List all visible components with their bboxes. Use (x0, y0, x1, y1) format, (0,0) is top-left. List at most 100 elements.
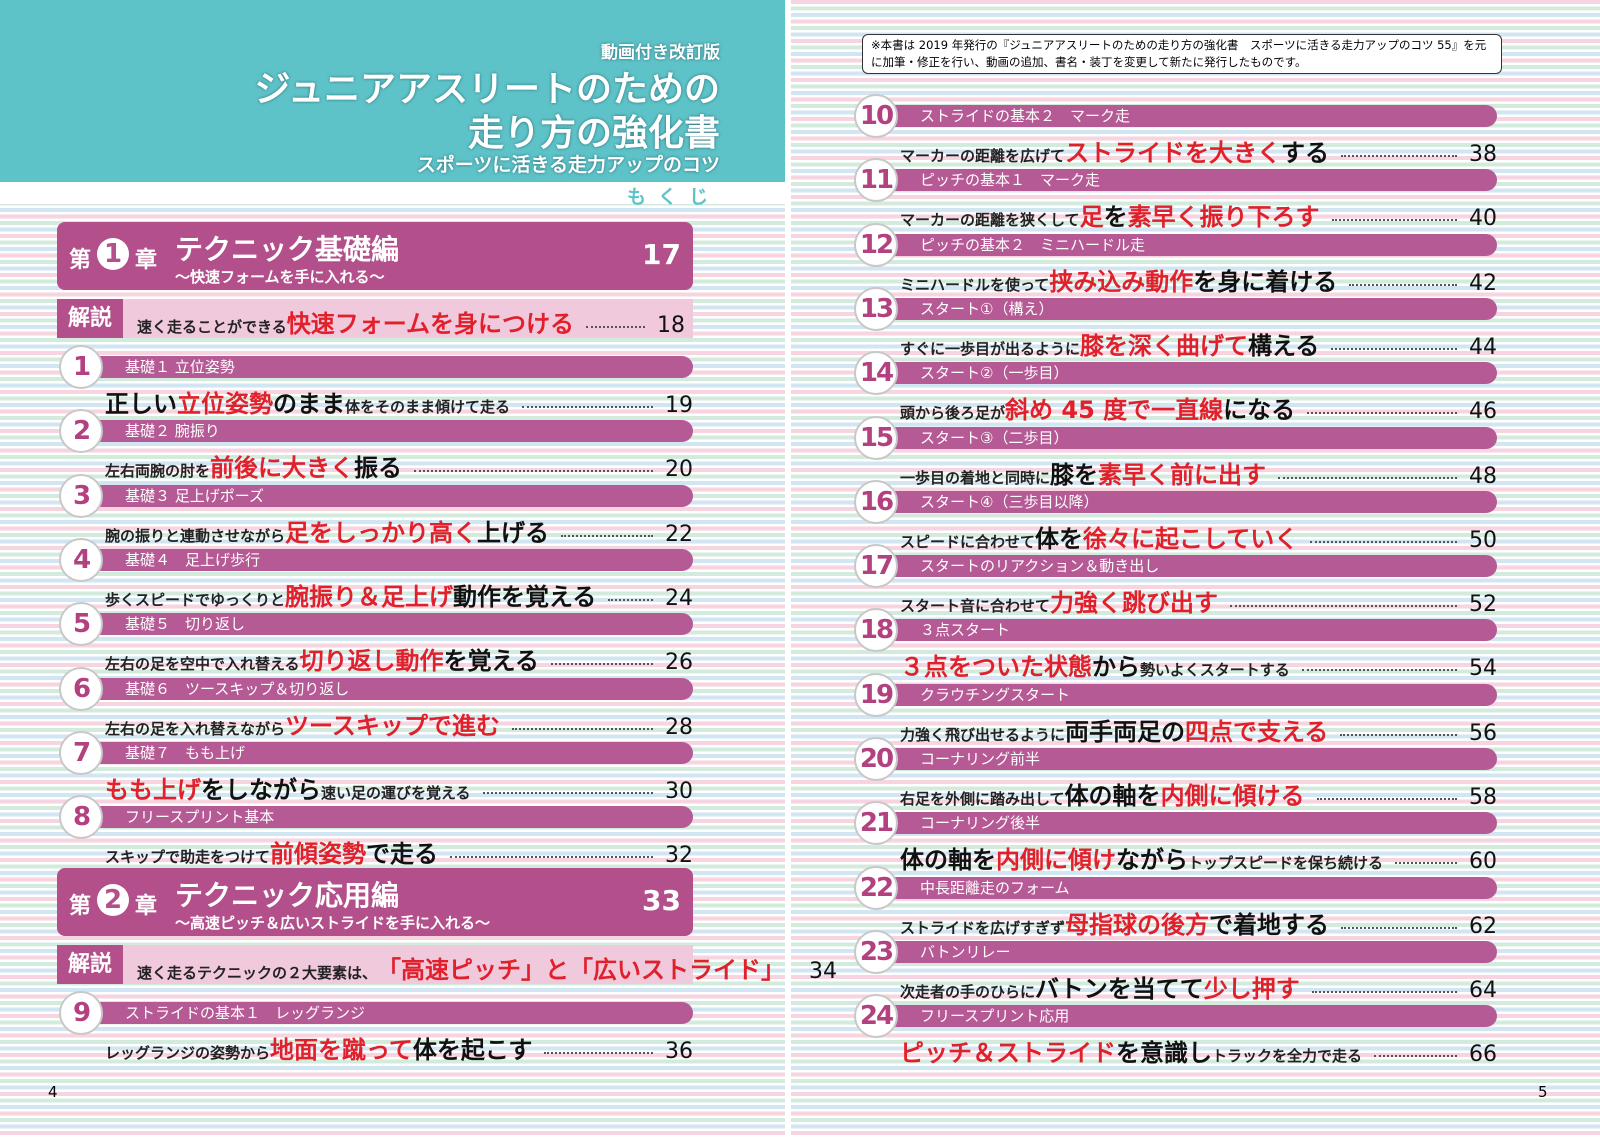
item-line: 体の軸を 内側に傾け ながら トップスピードを保ち続ける 60 (900, 840, 1497, 874)
chapter-suffix: 章 (135, 894, 158, 919)
leader (511, 727, 653, 730)
page-ref: 22 (665, 521, 693, 547)
item-line: 左右の足を入れ替えながら ツースキップで進む 28 (105, 706, 693, 740)
explanation-line: 速く走るテクニックの２大要素は、 「高速ピッチ」と「広いストライド」 34 (137, 950, 837, 984)
item-number: 1 (59, 345, 103, 389)
item-line: ストライドを広げすぎず 母指球の後方 で着地する 62 (900, 905, 1497, 939)
toc-text: ３点をついた状態 (900, 653, 1092, 682)
toc-text: 母指球の後方 (1065, 910, 1210, 939)
item-bar: フリースプリント応用 (870, 1005, 1497, 1028)
toc-text: 地面を蹴って (270, 1036, 413, 1064)
toc-text: 振る (354, 454, 403, 483)
leader (1230, 605, 1457, 608)
item-bar: コーナリング後半 (870, 812, 1497, 835)
item-number: 4 (59, 537, 103, 582)
toc-text: 上げる (477, 518, 550, 547)
page-ref: 42 (1469, 270, 1497, 296)
page-ref: 19 (665, 393, 693, 418)
toc-text: のまま (273, 390, 345, 418)
page-number: 5 (1538, 1083, 1548, 1101)
leader (608, 598, 653, 601)
toc-text: を身に着ける (1193, 267, 1338, 296)
chapter-title: テクニック基礎編 (175, 233, 400, 266)
item-bar: コーナリング前半 (870, 748, 1497, 770)
item-bar: ストライドの基本１ レッグランジ (75, 1002, 693, 1024)
page-ref: 52 (1469, 592, 1497, 618)
title-line-2: 走り方の強化書 (467, 113, 720, 154)
item-bar: ピッチの基本２ ミニハードル走 (870, 233, 1497, 256)
leader (544, 1052, 653, 1054)
toc-text: 力強く飛び出せるように (900, 725, 1066, 744)
toc-text: ミニハードルを使って (900, 275, 1050, 294)
leader (1316, 798, 1457, 800)
toc-text: スキップで助走をつけて (105, 848, 271, 867)
item-bar: 基礎５ 切り返し (75, 613, 693, 636)
toc-text: 体を (1035, 524, 1084, 553)
toc-text: マーカーの距離を広げて (900, 147, 1066, 165)
item-number: 16 (854, 479, 898, 524)
item-number: 15 (854, 415, 898, 460)
leader (450, 856, 653, 859)
toc-text: 挟み込み動作 (1049, 267, 1194, 296)
leader (522, 406, 653, 408)
page-ref: 24 (665, 585, 693, 611)
chapter-box: 第 2 章テクニック応用編 〜高速ピッチ＆広いストライドを手に入れる〜 33 (57, 868, 693, 936)
leader (1331, 219, 1457, 222)
item-number: 19 (854, 672, 898, 717)
toc-text: になる (1223, 396, 1296, 425)
item-bar: ストライドの基本２ マーク走 (870, 105, 1497, 127)
item-line: 正しい 立位姿勢 のまま 体をそのまま傾けて走る 19 (105, 384, 693, 418)
explanation-label: 解説 (57, 945, 123, 984)
leader (550, 663, 653, 666)
leader (1310, 540, 1457, 543)
toc-text: 左右両腕の肘を (105, 462, 211, 481)
item-bar: スタート③（二歩目） (870, 426, 1497, 449)
leader (1311, 990, 1457, 993)
chapter-prefix: 第 (69, 894, 92, 919)
page-ref: 46 (1469, 399, 1497, 425)
item-number: 6 (59, 666, 103, 711)
toc-text: 前後に大きく (210, 454, 355, 483)
explanation-label: 解説 (57, 299, 123, 338)
item-bar: フリースプリント基本 (75, 806, 693, 829)
page-ref: 40 (1469, 206, 1497, 232)
item-bar: ピッチの基本１ マーク走 (870, 169, 1497, 192)
item-bar: 基礎２ 腕振り (75, 420, 693, 443)
chapter-prefix: 第 (69, 248, 92, 273)
toc-text: 快速フォームを身につける (286, 310, 574, 338)
page-ref: 18 (657, 313, 685, 338)
toc-text: 内側に傾ける (1160, 782, 1305, 810)
chapter-subtitle: 〜快速フォームを手に入れる〜 (175, 268, 385, 286)
toc-text: 左右の足を入れ替えながら (105, 719, 286, 738)
toc-text: 徐々に起こしていく (1083, 524, 1299, 553)
toc-text: 「高速ピッチ」と「広いストライド」 (377, 956, 786, 984)
leader (1341, 155, 1457, 157)
toc-text: 腕振り＆足上げ (285, 582, 454, 611)
toc-text: 構える (1248, 331, 1320, 360)
chapter-page: 33 (642, 884, 681, 917)
chapter-page: 17 (642, 238, 681, 271)
item-number: 5 (59, 602, 103, 647)
toc-text: ながら (1116, 846, 1188, 875)
toc-text: で走る (366, 840, 439, 869)
item-bar: 基礎１ 立位姿勢 (75, 356, 693, 378)
page-ref: 66 (1469, 1042, 1497, 1068)
item-number: 10 (854, 94, 898, 138)
item-number: 9 (59, 991, 103, 1035)
item-bar: スタート①（構え） (870, 297, 1497, 320)
toc-text: をしながら (201, 775, 321, 804)
item-number: 21 (854, 801, 898, 846)
page-ref: 26 (665, 650, 693, 676)
item-bar: 基礎３ 足上げポーズ (75, 484, 693, 507)
toc-text: 一歩目の着地と同時に (900, 468, 1051, 487)
toc-text: を覚える (443, 647, 539, 676)
toc-text: 速く走るテクニックの２大要素は、 (137, 964, 378, 982)
toc-text: を (1103, 203, 1128, 232)
item-number: 8 (59, 795, 103, 840)
toc-text: 速い足の運びを覚える (321, 783, 471, 802)
leader (585, 326, 645, 328)
item-line: 次走者の手のひらに バトンを当てて 少し押す 64 (900, 969, 1497, 1003)
toc-text: 足 (1079, 203, 1104, 232)
toc-text: トップスピードを保ち続ける (1188, 854, 1384, 873)
toc-text: 勢いよくスタートする (1140, 661, 1290, 680)
